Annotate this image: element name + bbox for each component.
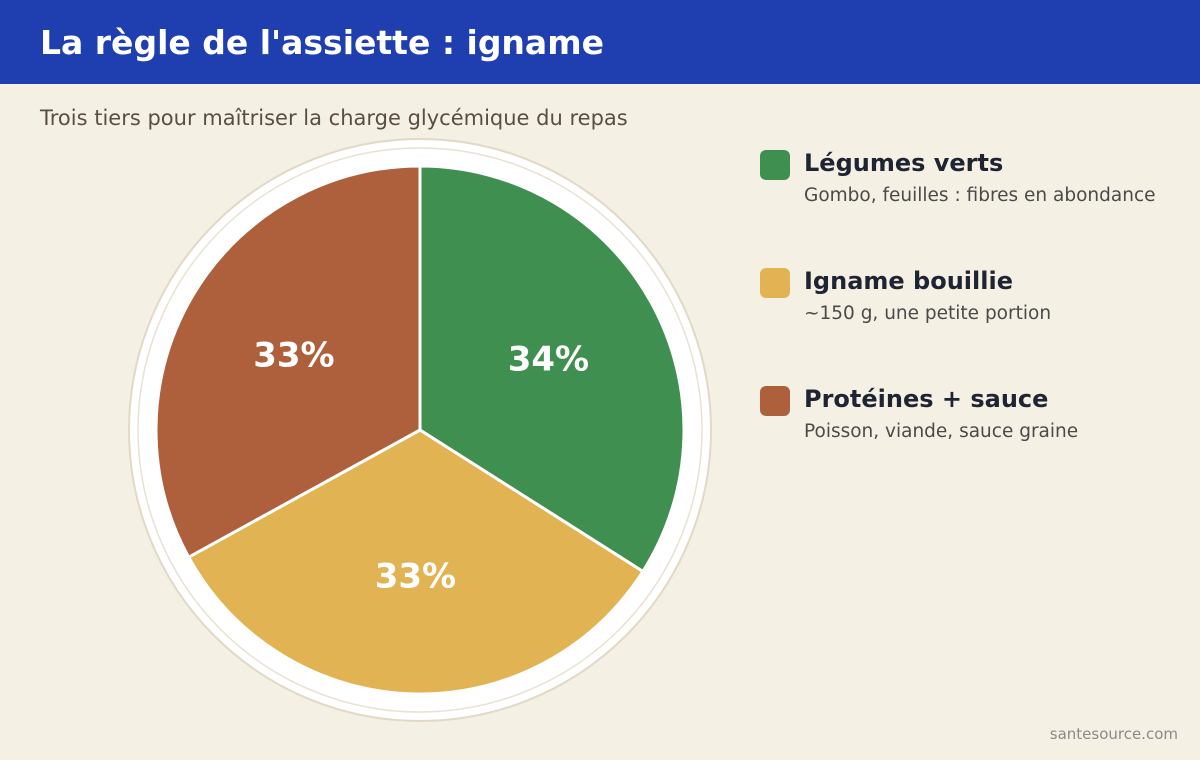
header-bar: La règle de l'assiette : igname [0, 0, 1200, 84]
legend-label: Igname bouillie [804, 267, 1013, 295]
legend-swatch [760, 268, 790, 298]
page-title: La règle de l'assiette : igname [40, 23, 604, 62]
page-subtitle: Trois tiers pour maîtriser la charge gly… [40, 106, 628, 130]
legend-swatch [760, 150, 790, 180]
legend-label: Protéines + sauce [804, 385, 1049, 413]
legend-label: Légumes verts [804, 149, 1004, 177]
legend-item-legumes: Légumes verts Gombo, feuilles : fibres e… [760, 146, 1190, 264]
slice-value-label: 33% [253, 335, 334, 375]
source-credit: santesource.com [1049, 725, 1178, 743]
legend-item-igname: Igname bouillie ~150 g, une petite porti… [760, 264, 1190, 382]
legend-description: Poisson, viande, sauce graine [804, 421, 1079, 442]
pie-slice [418, 164, 686, 573]
legend-description: Gombo, feuilles : fibres en abondance [804, 185, 1156, 206]
slice-value-label: 33% [375, 556, 456, 596]
plate-pie-chart: 34% 33% 33% [128, 138, 712, 722]
legend: Légumes verts Gombo, feuilles : fibres e… [760, 146, 1190, 500]
legend-description: ~150 g, une petite portion [804, 303, 1052, 324]
slice-value-label: 34% [508, 339, 589, 379]
pie-slice [154, 164, 422, 559]
legend-swatch [760, 386, 790, 416]
legend-item-proteines: Protéines + sauce Poisson, viande, sauce… [760, 382, 1190, 500]
plate-inner-rim [137, 147, 703, 713]
